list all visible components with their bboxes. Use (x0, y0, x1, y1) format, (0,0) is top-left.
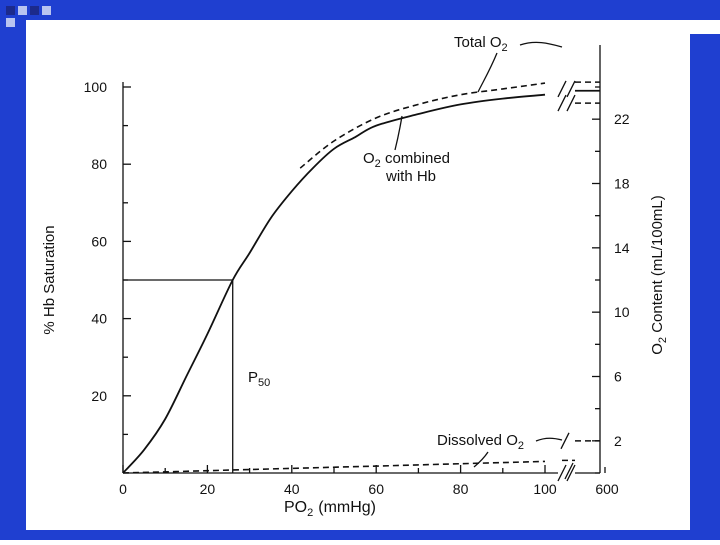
y-tick-label: 100 (84, 79, 108, 95)
x-tick-label-600: 600 (595, 481, 619, 497)
total-break-mark (566, 94, 576, 112)
y-tick-label: 80 (91, 156, 107, 172)
x-axis-label: PO2 (mmHg) (284, 499, 376, 519)
slide-border-top (0, 0, 720, 20)
series-line-o2-combined (122, 93, 546, 474)
white-panel (26, 20, 690, 530)
series-line-dissolved-o2 (122, 460, 546, 474)
combined-break-mark (557, 80, 567, 98)
total-label-leader (477, 52, 498, 93)
y-tick-label: 40 (91, 311, 107, 327)
deco-square-2 (18, 6, 27, 15)
p50-label: P50 (248, 369, 270, 389)
x-tick-label: 100 (533, 481, 557, 497)
dissolved-o2-label: Dissolved O2 (437, 432, 524, 452)
x-tick-label: 20 (200, 481, 216, 497)
slide-border-left (0, 0, 26, 540)
bottom-break-mark (564, 462, 574, 480)
y2-tick-label: 10 (614, 304, 630, 320)
axes: 0 20 40 60 80 100 20 40 60 80 100 2 6 10 14 18 22 (84, 45, 630, 497)
y2-tick-label: 18 (614, 176, 630, 192)
x-tick-label: 40 (284, 481, 300, 497)
slide-border-bottom (0, 530, 720, 540)
deco-square-4 (42, 6, 51, 15)
total-break-mark (557, 94, 567, 112)
y-tick-label: 20 (91, 388, 107, 404)
dissolved-break-mark (560, 432, 570, 450)
deco-square-3 (30, 6, 39, 15)
x-tick-label: 60 (368, 481, 384, 497)
combined-label-line2: with Hb (385, 168, 436, 185)
y2-axis-label: O2 Content (mL/100mL) (649, 195, 669, 355)
combined-label-leader (394, 115, 403, 151)
y2-tick-label: 14 (614, 240, 630, 256)
deco-square-1 (6, 6, 15, 15)
y-axis-label: % Hb Saturation (41, 225, 58, 334)
y2-tick-label: 22 (614, 111, 630, 127)
total-label-connector (519, 41, 563, 48)
total-o2-label: Total O2 (454, 34, 508, 54)
series-layer (122, 41, 600, 480)
x-axis-break-mark (557, 464, 567, 482)
y2-tick-label: 2 (614, 433, 622, 449)
x-axis-break-mark (566, 464, 576, 482)
x-tick-label: 80 (453, 481, 469, 497)
combined-break-mark (566, 80, 576, 98)
x-tick-label: 0 (119, 481, 127, 497)
deco-square-5 (6, 18, 15, 27)
y-tick-label: 60 (91, 233, 107, 249)
combined-label-line1: O2 combined (363, 150, 450, 170)
slide-border-right (690, 34, 720, 540)
dissolved-label-connector (535, 437, 563, 442)
series-line-total-o2 (299, 82, 546, 169)
y2-tick-label: 6 (614, 369, 622, 385)
dissolved-label-leader (473, 451, 489, 468)
